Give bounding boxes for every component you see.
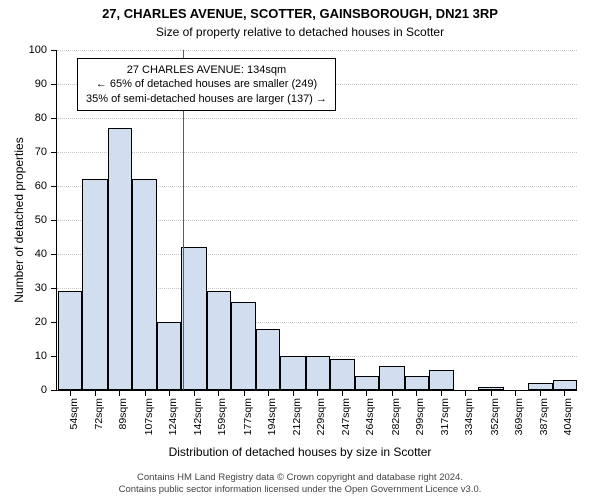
x-tick-label: 54sqm bbox=[68, 398, 80, 430]
x-tick-label: 89sqm bbox=[117, 398, 129, 430]
annotation-line: 27 CHARLES AVENUE: 134sqm bbox=[86, 63, 327, 77]
x-tick-label: 299sqm bbox=[414, 398, 426, 435]
y-tick-label: 20 bbox=[35, 316, 57, 328]
histogram-bar bbox=[379, 366, 404, 390]
x-tick-label: 334sqm bbox=[463, 398, 475, 435]
footer-attribution: Contains HM Land Registry data © Crown c… bbox=[0, 472, 600, 496]
x-axis-label: Distribution of detached houses by size … bbox=[0, 445, 600, 459]
x-tick-label: 387sqm bbox=[538, 398, 550, 435]
histogram-bar bbox=[306, 356, 330, 390]
x-tick bbox=[194, 390, 195, 396]
y-tick-label: 60 bbox=[35, 180, 57, 192]
histogram-bar bbox=[553, 380, 577, 390]
y-tick-label: 40 bbox=[35, 248, 57, 260]
x-tick-label: 264sqm bbox=[364, 398, 376, 435]
histogram-bar bbox=[181, 247, 206, 390]
histogram-bar bbox=[82, 179, 107, 390]
x-tick bbox=[119, 390, 120, 396]
annotation-box: 27 CHARLES AVENUE: 134sqm← 65% of detach… bbox=[77, 58, 336, 111]
histogram-bar bbox=[405, 376, 429, 390]
y-tick-label: 50 bbox=[35, 214, 57, 226]
x-tick bbox=[293, 390, 294, 396]
histogram-bar bbox=[58, 291, 82, 390]
y-tick-label: 100 bbox=[29, 44, 57, 56]
x-tick bbox=[169, 390, 170, 396]
y-tick-label: 30 bbox=[35, 282, 57, 294]
histogram-bar bbox=[157, 322, 181, 390]
x-tick bbox=[515, 390, 516, 396]
x-tick bbox=[317, 390, 318, 396]
x-tick-label: 159sqm bbox=[216, 398, 228, 435]
histogram-bar bbox=[528, 383, 553, 390]
histogram-bar bbox=[207, 291, 231, 390]
x-tick bbox=[95, 390, 96, 396]
histogram-bar bbox=[355, 376, 379, 390]
x-tick-label: 212sqm bbox=[291, 398, 303, 435]
x-tick bbox=[540, 390, 541, 396]
page-title: 27, CHARLES AVENUE, SCOTTER, GAINSBOROUG… bbox=[0, 0, 600, 23]
annotation-line: ← 65% of detached houses are smaller (24… bbox=[86, 77, 327, 91]
x-tick bbox=[441, 390, 442, 396]
grid-line bbox=[57, 50, 577, 51]
x-tick-label: 72sqm bbox=[93, 398, 105, 430]
x-tick bbox=[70, 390, 71, 396]
x-tick-label: 352sqm bbox=[489, 398, 501, 435]
footer-line-1: Contains HM Land Registry data © Crown c… bbox=[0, 472, 600, 484]
x-tick-label: 317sqm bbox=[439, 398, 451, 435]
x-tick bbox=[244, 390, 245, 396]
x-tick bbox=[392, 390, 393, 396]
annotation-line: 35% of semi-detached houses are larger (… bbox=[86, 92, 327, 106]
histogram-bar bbox=[132, 179, 157, 390]
x-tick-label: 247sqm bbox=[340, 398, 352, 435]
y-tick-label: 80 bbox=[35, 112, 57, 124]
page-subtitle: Size of property relative to detached ho… bbox=[0, 23, 600, 43]
x-tick-label: 142sqm bbox=[192, 398, 204, 435]
y-tick-label: 10 bbox=[35, 350, 57, 362]
x-tick bbox=[564, 390, 565, 396]
x-tick-label: 229sqm bbox=[315, 398, 327, 435]
x-tick bbox=[342, 390, 343, 396]
histogram-bar bbox=[280, 356, 305, 390]
footer-line-2: Contains public sector information licen… bbox=[0, 484, 600, 496]
histogram-bar bbox=[231, 302, 256, 390]
x-tick bbox=[366, 390, 367, 396]
grid-line bbox=[57, 118, 577, 119]
x-tick bbox=[268, 390, 269, 396]
x-tick-label: 282sqm bbox=[390, 398, 402, 435]
x-tick bbox=[416, 390, 417, 396]
x-tick-label: 107sqm bbox=[143, 398, 155, 435]
x-tick-label: 194sqm bbox=[266, 398, 278, 435]
y-tick-label: 70 bbox=[35, 146, 57, 158]
x-tick-label: 124sqm bbox=[167, 398, 179, 435]
y-axis-label: Number of detached properties bbox=[12, 137, 26, 302]
x-tick-label: 177sqm bbox=[242, 398, 254, 435]
grid-line bbox=[57, 152, 577, 153]
histogram-chart: 010203040506070809010054sqm72sqm89sqm107… bbox=[56, 50, 576, 390]
plot-area: 010203040506070809010054sqm72sqm89sqm107… bbox=[56, 50, 577, 391]
histogram-bar bbox=[330, 359, 355, 390]
x-tick bbox=[465, 390, 466, 396]
x-tick bbox=[491, 390, 492, 396]
y-tick-label: 90 bbox=[35, 78, 57, 90]
y-tick-label: 0 bbox=[41, 384, 57, 396]
histogram-bar bbox=[256, 329, 280, 390]
histogram-bar bbox=[108, 128, 132, 390]
x-tick-label: 404sqm bbox=[562, 398, 574, 435]
x-tick-label: 369sqm bbox=[513, 398, 525, 435]
histogram-bar bbox=[429, 370, 454, 390]
x-tick bbox=[218, 390, 219, 396]
figure: 27, CHARLES AVENUE, SCOTTER, GAINSBOROUG… bbox=[0, 0, 600, 500]
x-tick bbox=[145, 390, 146, 396]
